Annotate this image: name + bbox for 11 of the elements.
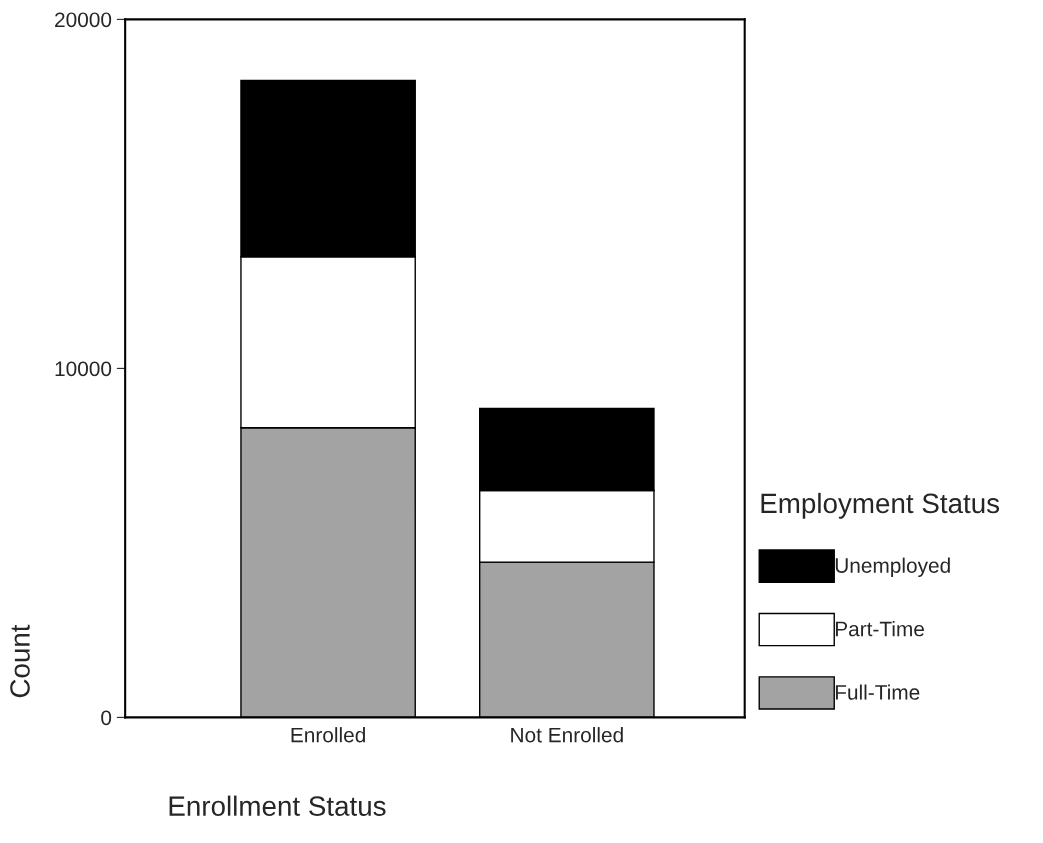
legend-title: Employment Status [761, 492, 1000, 519]
legend-label: Full-Time [835, 684, 920, 700]
x-axis-title: Enrollment Status [169, 795, 386, 816]
x-tick-label: Enrolled [291, 727, 365, 743]
x-tick-label: Not Enrolled [511, 727, 623, 743]
y-tick-label: 10000 [55, 361, 112, 377]
legend-label: Part-Time [835, 621, 924, 637]
legend-label: Unemployed [835, 557, 950, 578]
y-axis-title: Count [10, 624, 30, 698]
y-tick-label: 0 [101, 710, 112, 726]
y-tick-label: 20000 [55, 12, 112, 28]
